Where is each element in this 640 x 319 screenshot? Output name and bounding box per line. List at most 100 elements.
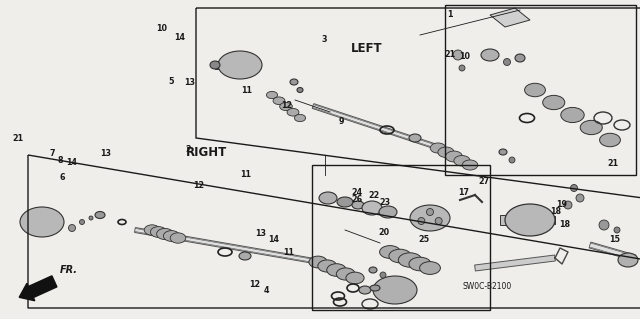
Text: 13: 13 — [255, 229, 267, 238]
Ellipse shape — [150, 226, 166, 237]
Ellipse shape — [561, 108, 584, 122]
Text: 18: 18 — [559, 220, 570, 229]
Circle shape — [576, 194, 584, 202]
Polygon shape — [215, 61, 240, 69]
Circle shape — [79, 219, 84, 225]
Ellipse shape — [362, 201, 382, 215]
Ellipse shape — [499, 149, 507, 155]
Ellipse shape — [379, 206, 397, 218]
Polygon shape — [500, 215, 530, 225]
Ellipse shape — [352, 201, 364, 209]
Text: 11: 11 — [283, 248, 294, 257]
Polygon shape — [589, 243, 636, 260]
Circle shape — [435, 218, 442, 225]
Ellipse shape — [144, 225, 160, 235]
Text: 19: 19 — [556, 200, 568, 209]
Ellipse shape — [359, 286, 371, 294]
Ellipse shape — [462, 160, 478, 170]
Ellipse shape — [409, 134, 421, 142]
Ellipse shape — [319, 192, 337, 204]
Bar — [445, 5, 636, 175]
Text: 1: 1 — [447, 10, 452, 19]
Bar — [312, 165, 490, 310]
Ellipse shape — [370, 285, 380, 291]
Text: 26: 26 — [351, 195, 363, 204]
Ellipse shape — [515, 54, 525, 62]
Ellipse shape — [398, 253, 422, 267]
Ellipse shape — [218, 51, 262, 79]
Ellipse shape — [373, 276, 417, 304]
Polygon shape — [375, 286, 395, 294]
Ellipse shape — [438, 147, 454, 158]
Ellipse shape — [20, 207, 64, 237]
Ellipse shape — [170, 233, 186, 243]
Text: FR.: FR. — [60, 265, 77, 275]
Ellipse shape — [454, 155, 470, 166]
Text: 14: 14 — [268, 235, 280, 244]
Text: 11: 11 — [241, 86, 252, 95]
Text: 6: 6 — [60, 173, 65, 182]
Ellipse shape — [266, 92, 278, 99]
FancyArrow shape — [19, 276, 57, 301]
Text: SW0C-B2100: SW0C-B2100 — [462, 282, 511, 291]
Ellipse shape — [543, 95, 564, 110]
Ellipse shape — [369, 267, 377, 273]
Ellipse shape — [337, 197, 353, 207]
Circle shape — [453, 50, 463, 60]
Ellipse shape — [600, 133, 620, 147]
Ellipse shape — [290, 79, 298, 85]
Polygon shape — [490, 8, 530, 27]
Polygon shape — [475, 255, 556, 271]
Ellipse shape — [297, 87, 303, 93]
Text: 11: 11 — [240, 170, 252, 179]
Polygon shape — [135, 228, 320, 263]
Ellipse shape — [273, 97, 285, 105]
Ellipse shape — [318, 260, 337, 272]
Text: 14: 14 — [66, 158, 77, 167]
Ellipse shape — [445, 151, 463, 162]
Text: 7: 7 — [50, 149, 55, 158]
Ellipse shape — [410, 205, 450, 231]
Text: LEFT: LEFT — [351, 42, 382, 55]
Polygon shape — [589, 242, 636, 261]
Ellipse shape — [505, 204, 555, 236]
Text: 22: 22 — [368, 191, 380, 200]
Ellipse shape — [346, 272, 364, 284]
Ellipse shape — [420, 262, 440, 274]
Text: 20: 20 — [378, 228, 390, 237]
Text: 25: 25 — [418, 235, 429, 244]
Text: 21: 21 — [607, 159, 619, 168]
Text: 13: 13 — [100, 149, 111, 158]
Circle shape — [418, 218, 425, 225]
Ellipse shape — [327, 264, 346, 276]
Text: 4: 4 — [264, 286, 269, 295]
Ellipse shape — [210, 61, 220, 69]
Circle shape — [509, 157, 515, 163]
Ellipse shape — [163, 231, 180, 241]
Text: 13: 13 — [184, 78, 195, 87]
Ellipse shape — [380, 246, 401, 258]
Ellipse shape — [337, 268, 355, 280]
Ellipse shape — [409, 257, 431, 271]
Circle shape — [504, 58, 511, 65]
Polygon shape — [28, 217, 52, 227]
Ellipse shape — [618, 253, 638, 267]
Text: 8: 8 — [58, 156, 63, 165]
Text: 17: 17 — [458, 188, 469, 197]
Ellipse shape — [389, 249, 411, 263]
Text: 18: 18 — [550, 207, 562, 216]
Circle shape — [380, 272, 386, 278]
Text: 15: 15 — [609, 235, 621, 244]
Ellipse shape — [481, 49, 499, 61]
Circle shape — [614, 227, 620, 233]
Ellipse shape — [294, 115, 306, 122]
Ellipse shape — [309, 256, 327, 268]
Text: 27: 27 — [478, 177, 490, 186]
Text: 10: 10 — [156, 24, 167, 33]
Text: 12: 12 — [281, 101, 292, 110]
Text: 5: 5 — [169, 77, 174, 86]
Text: 10: 10 — [459, 52, 470, 61]
Circle shape — [459, 65, 465, 71]
Text: 12: 12 — [249, 280, 260, 289]
Ellipse shape — [239, 252, 251, 260]
